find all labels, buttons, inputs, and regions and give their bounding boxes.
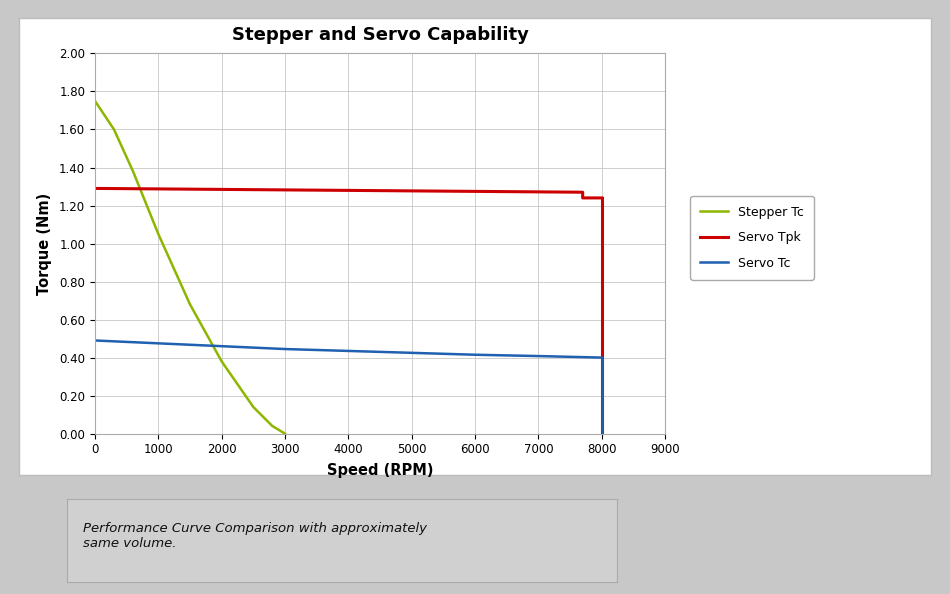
Text: Performance Curve Comparison with approximately
same volume.: Performance Curve Comparison with approx…	[83, 522, 427, 551]
Line: Servo Tc: Servo Tc	[95, 340, 601, 358]
Servo Tc	[533, 352, 544, 359]
Servo Tpk	[596, 194, 607, 201]
Stepper Tc	[127, 168, 139, 175]
Y-axis label: Torque (Nm): Torque (Nm)	[37, 192, 52, 295]
Servo Tpk	[577, 189, 588, 196]
Stepper Tc	[248, 403, 259, 410]
Servo Tc	[406, 349, 417, 356]
Stepper Tc	[153, 230, 164, 238]
Servo Tpk	[577, 194, 588, 201]
Title: Stepper and Servo Capability: Stepper and Servo Capability	[232, 26, 528, 43]
Servo Tc	[216, 343, 227, 350]
Servo Tc	[469, 351, 481, 358]
X-axis label: Speed (RPM): Speed (RPM)	[327, 463, 433, 478]
Servo Tpk	[89, 185, 101, 192]
Servo Tc	[343, 347, 354, 355]
Stepper Tc	[108, 126, 120, 133]
Stepper Tc	[267, 422, 278, 429]
Servo Tc	[596, 354, 607, 361]
Stepper Tc	[184, 301, 196, 308]
Stepper Tc	[216, 358, 227, 365]
Line: Stepper Tc: Stepper Tc	[95, 101, 285, 434]
Servo Tc	[153, 340, 164, 347]
Stepper Tc	[279, 430, 291, 437]
Stepper Tc	[89, 97, 101, 105]
Servo Tc	[89, 337, 101, 344]
Line: Servo Tpk: Servo Tpk	[95, 188, 601, 198]
Legend: Stepper Tc, Servo Tpk, Servo Tc: Stepper Tc, Servo Tpk, Servo Tc	[691, 195, 813, 280]
Servo Tc	[279, 346, 291, 353]
